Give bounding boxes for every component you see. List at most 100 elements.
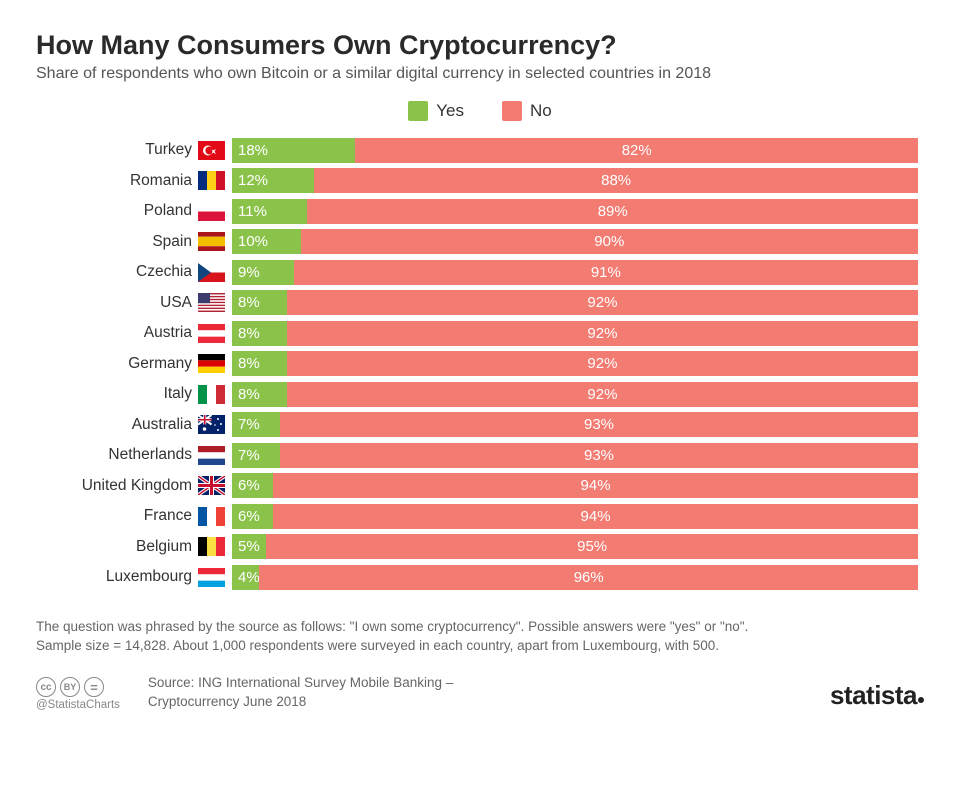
bar-row: Australia 7%93%	[56, 410, 918, 441]
bar-segment-yes: 8%	[232, 290, 287, 315]
attribution: cc BY = @StatistaCharts	[36, 677, 120, 711]
country-label: France	[56, 507, 198, 525]
source-text: Source: ING International Survey Mobile …	[148, 674, 830, 712]
bar-segment-no: 89%	[307, 199, 918, 224]
flag-icon	[198, 171, 225, 190]
bar-track: 10%90%	[232, 229, 918, 254]
bar-segment-yes: 12%	[232, 168, 314, 193]
legend-swatch-yes	[408, 101, 428, 121]
bar-track: 6%94%	[232, 504, 918, 529]
bar-chart: Turkey 18%82% Romania 12%88% Poland 11%89% Spa…	[56, 135, 918, 593]
bar-row: USA8%92%	[56, 288, 918, 319]
bar-segment-yes: 6%	[232, 504, 273, 529]
flag-icon	[198, 324, 225, 343]
statista-logo: statista	[830, 680, 924, 711]
flag-icon	[198, 415, 225, 434]
bar-track: 8%92%	[232, 382, 918, 407]
flag-icon	[198, 263, 225, 282]
bar-track: 12%88%	[232, 168, 918, 193]
bar-track: 7%93%	[232, 412, 918, 437]
bar-track: 4%96%	[232, 565, 918, 590]
bar-segment-yes: 7%	[232, 412, 280, 437]
footnote: The question was phrased by the source a…	[36, 617, 924, 656]
country-label: Australia	[56, 416, 198, 434]
cc-license-icon: cc BY =	[36, 677, 120, 697]
twitter-handle: @StatistaCharts	[36, 699, 120, 711]
country-label: Netherlands	[56, 446, 198, 464]
flag-icon	[198, 507, 225, 526]
bar-segment-no: 95%	[266, 534, 918, 559]
bar-row: Belgium 5%95%	[56, 532, 918, 563]
legend-label-yes: Yes	[436, 101, 464, 121]
flag-icon	[198, 202, 225, 221]
bar-segment-yes: 11%	[232, 199, 307, 224]
chart-title: How Many Consumers Own Cryptocurrency?	[36, 30, 924, 61]
bar-segment-no: 92%	[287, 321, 918, 346]
bar-segment-yes: 5%	[232, 534, 266, 559]
bar-segment-yes: 7%	[232, 443, 280, 468]
flag-icon	[198, 537, 225, 556]
flag-icon	[198, 476, 225, 495]
footer: cc BY = @StatistaCharts Source: ING Inte…	[36, 674, 924, 712]
chart-subtitle: Share of respondents who own Bitcoin or …	[36, 65, 924, 83]
country-label: Luxembourg	[56, 568, 198, 586]
country-label: Poland	[56, 202, 198, 220]
bar-track: 5%95%	[232, 534, 918, 559]
country-label: Italy	[56, 385, 198, 403]
country-label: Czechia	[56, 263, 198, 281]
bar-row: Spain 10%90%	[56, 227, 918, 258]
bar-segment-yes: 18%	[232, 138, 355, 163]
bar-segment-no: 90%	[301, 229, 918, 254]
legend-item-yes: Yes	[408, 101, 464, 121]
bar-segment-yes: 8%	[232, 382, 287, 407]
bar-segment-no: 93%	[280, 412, 918, 437]
flag-icon	[198, 232, 225, 251]
flag-icon	[198, 568, 225, 587]
bar-row: United Kingdom6%94%	[56, 471, 918, 502]
flag-icon	[198, 385, 225, 404]
bar-segment-no: 94%	[273, 504, 918, 529]
flag-icon	[198, 446, 225, 465]
flag-icon	[198, 141, 225, 160]
bar-row: Czechia 9%91%	[56, 257, 918, 288]
bar-segment-yes: 8%	[232, 351, 287, 376]
bar-track: 18%82%	[232, 138, 918, 163]
bar-row: Austria 8%92%	[56, 318, 918, 349]
country-label: Spain	[56, 233, 198, 251]
bar-segment-yes: 6%	[232, 473, 273, 498]
bar-row: Italy 8%92%	[56, 379, 918, 410]
bar-track: 8%92%	[232, 321, 918, 346]
legend: Yes No	[36, 101, 924, 121]
legend-item-no: No	[502, 101, 552, 121]
bar-track: 6%94%	[232, 473, 918, 498]
bar-segment-no: 93%	[280, 443, 918, 468]
bar-segment-no: 88%	[314, 168, 918, 193]
bar-track: 7%93%	[232, 443, 918, 468]
bar-segment-no: 92%	[287, 382, 918, 407]
bar-track: 8%92%	[232, 351, 918, 376]
bar-segment-no: 91%	[294, 260, 918, 285]
bar-row: Netherlands 7%93%	[56, 440, 918, 471]
country-label: Austria	[56, 324, 198, 342]
bar-segment-yes: 4%	[232, 565, 259, 590]
country-label: Belgium	[56, 538, 198, 556]
country-label: Germany	[56, 355, 198, 373]
bar-row: Turkey 18%82%	[56, 135, 918, 166]
bar-segment-no: 82%	[355, 138, 918, 163]
bar-track: 11%89%	[232, 199, 918, 224]
bar-row: Romania 12%88%	[56, 166, 918, 197]
bar-row: Germany 8%92%	[56, 349, 918, 380]
bar-segment-yes: 10%	[232, 229, 301, 254]
country-label: USA	[56, 294, 198, 312]
bar-segment-no: 92%	[287, 351, 918, 376]
bar-row: Luxembourg 4%96%	[56, 562, 918, 593]
flag-icon	[198, 293, 225, 312]
legend-swatch-no	[502, 101, 522, 121]
bar-segment-no: 94%	[273, 473, 918, 498]
country-label: Romania	[56, 172, 198, 190]
bar-row: Poland 11%89%	[56, 196, 918, 227]
country-label: Turkey	[56, 141, 198, 159]
bar-track: 9%91%	[232, 260, 918, 285]
bar-row: France 6%94%	[56, 501, 918, 532]
legend-label-no: No	[530, 101, 552, 121]
